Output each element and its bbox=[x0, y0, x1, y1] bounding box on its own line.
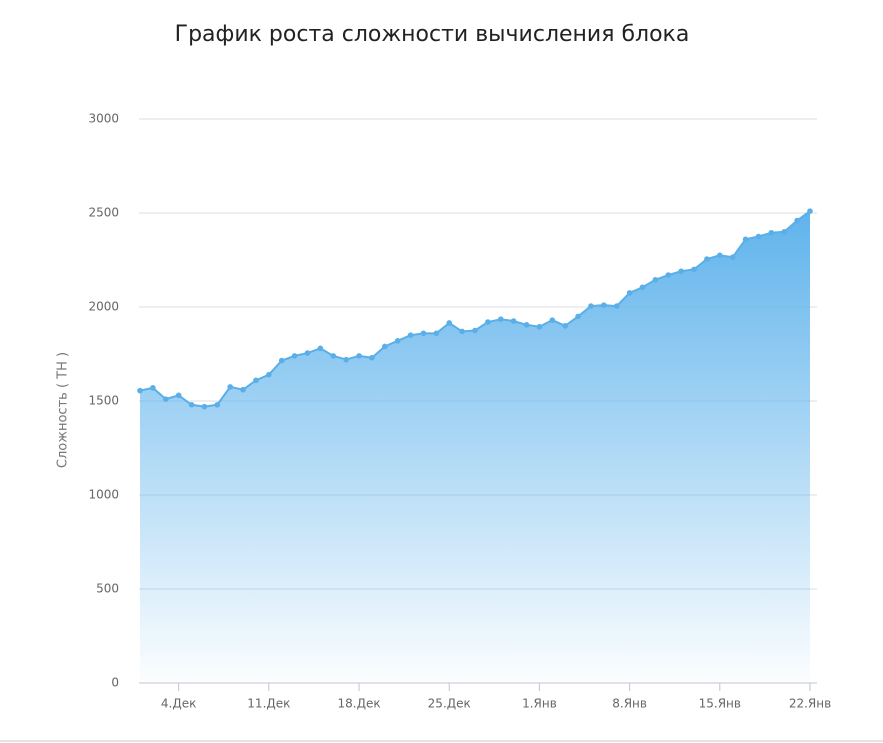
data-point bbox=[729, 254, 736, 260]
area-fill bbox=[140, 211, 810, 683]
data-point bbox=[510, 318, 517, 324]
data-point bbox=[382, 343, 388, 350]
data-point bbox=[575, 313, 581, 320]
y-tick-label: 2000 bbox=[88, 300, 119, 314]
data-point bbox=[240, 386, 246, 393]
y-axis-label: Сложность ( TH ) bbox=[56, 352, 71, 468]
y-tick-label: 0 bbox=[111, 676, 119, 690]
data-point bbox=[536, 323, 543, 330]
data-point bbox=[278, 357, 285, 364]
data-point bbox=[304, 350, 311, 356]
data-point bbox=[175, 392, 182, 399]
data-point bbox=[717, 252, 723, 259]
y-tick-label: 1000 bbox=[88, 488, 119, 502]
data-point bbox=[704, 256, 710, 262]
data-point bbox=[394, 338, 401, 344]
data-point bbox=[446, 320, 453, 326]
data-point bbox=[420, 330, 427, 337]
data-point bbox=[201, 403, 208, 410]
data-point bbox=[162, 396, 169, 402]
data-point bbox=[523, 322, 530, 328]
x-tick-label: 11.Дек bbox=[247, 697, 290, 711]
data-point bbox=[497, 316, 504, 323]
data-point bbox=[807, 208, 813, 214]
data-point bbox=[691, 266, 697, 273]
data-point bbox=[794, 217, 800, 224]
x-tick-label: 1.Янв bbox=[522, 697, 557, 711]
data-point bbox=[343, 356, 349, 363]
data-point bbox=[755, 233, 762, 240]
data-point bbox=[227, 384, 233, 390]
data-point bbox=[317, 345, 324, 352]
data-point bbox=[188, 401, 195, 408]
x-tick-label: 18.Дек bbox=[337, 697, 380, 711]
data-point bbox=[291, 353, 298, 359]
data-point bbox=[613, 303, 620, 309]
data-point bbox=[266, 371, 272, 378]
y-tick-label: 1500 bbox=[88, 394, 119, 408]
data-point bbox=[601, 302, 607, 308]
data-point bbox=[369, 354, 375, 361]
data-point bbox=[459, 328, 465, 335]
data-point bbox=[330, 353, 337, 359]
chart-title: График роста сложности вычисления блока bbox=[175, 22, 690, 47]
data-point bbox=[472, 327, 478, 334]
data-point bbox=[137, 387, 143, 394]
x-tick-label: 22.Янв bbox=[789, 697, 831, 711]
data-point bbox=[214, 401, 221, 408]
data-point bbox=[562, 323, 568, 329]
data-point bbox=[356, 353, 362, 359]
data-point bbox=[678, 268, 684, 275]
data-point bbox=[652, 276, 659, 283]
data-point bbox=[433, 330, 440, 337]
data-point bbox=[150, 385, 156, 391]
x-tick-label: 15.Янв bbox=[699, 697, 741, 711]
y-tick-label: 2500 bbox=[88, 206, 119, 220]
data-point bbox=[626, 290, 633, 296]
x-tick-label: 8.Янв bbox=[612, 697, 647, 711]
x-tick-label: 25.Дек bbox=[428, 697, 471, 711]
data-point bbox=[407, 332, 414, 339]
data-point bbox=[665, 272, 672, 278]
data-point bbox=[549, 317, 556, 323]
x-tick-label: 4.Дек bbox=[161, 697, 196, 711]
data-point bbox=[588, 303, 594, 309]
data-point bbox=[253, 377, 259, 384]
data-point bbox=[768, 229, 775, 236]
y-tick-label: 3000 bbox=[88, 112, 119, 126]
y-tick-label: 500 bbox=[96, 582, 119, 596]
data-point bbox=[781, 229, 788, 235]
data-point bbox=[639, 284, 646, 291]
data-point bbox=[742, 236, 749, 243]
data-point bbox=[485, 319, 491, 325]
